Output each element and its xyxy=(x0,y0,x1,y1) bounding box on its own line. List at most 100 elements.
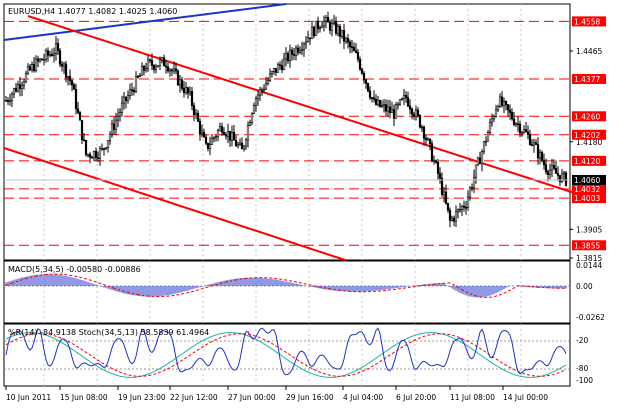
trend-lines[interactable] xyxy=(3,3,591,261)
candle-body xyxy=(94,151,98,158)
candle-body xyxy=(240,142,244,150)
candle-body xyxy=(416,109,420,116)
candle-body xyxy=(544,164,548,173)
level-label: 1.4032 xyxy=(574,185,600,194)
stoch-main-line xyxy=(5,332,567,378)
candle-body xyxy=(486,132,490,142)
candle-body xyxy=(30,64,34,71)
candle-body xyxy=(150,60,154,66)
candle-body xyxy=(412,113,416,117)
current-price-box xyxy=(572,174,606,185)
candle-body xyxy=(546,171,550,175)
candle-body xyxy=(192,105,196,116)
candle-body xyxy=(212,137,216,139)
candle-body xyxy=(466,196,470,208)
candle-body xyxy=(540,152,544,161)
candle-body xyxy=(214,136,218,138)
candle-body xyxy=(362,73,366,81)
candle-body xyxy=(482,141,486,152)
candle-body xyxy=(312,26,316,37)
oscillator-frame[interactable] xyxy=(3,323,571,387)
candle-body xyxy=(238,142,242,145)
candle-body xyxy=(328,21,332,31)
candle-body xyxy=(262,88,266,91)
candle-body xyxy=(298,49,302,53)
candle-body xyxy=(104,147,108,150)
candle-body xyxy=(512,118,516,125)
candle-body xyxy=(484,140,488,143)
price-tick-label: 1.4180 xyxy=(576,138,602,147)
blue-trendline[interactable] xyxy=(3,3,287,41)
candle-body xyxy=(236,144,240,147)
candle-body xyxy=(84,139,88,155)
candle-body xyxy=(232,131,236,141)
candle-body xyxy=(384,104,388,112)
candle-body xyxy=(562,172,566,175)
candle-body xyxy=(542,160,546,165)
osc-axis-label: -100 xyxy=(576,376,593,385)
channel-lower-line[interactable] xyxy=(3,147,346,261)
candle-body xyxy=(174,68,178,72)
candle-body xyxy=(220,126,224,133)
main-chart-header: EURUSD,H4 1.4077 1.4082 1.4025 1.4060 xyxy=(8,7,177,16)
candle-body xyxy=(410,108,414,115)
candle-body xyxy=(446,202,450,211)
candle-body xyxy=(264,83,268,90)
candle-body xyxy=(116,115,120,121)
candle-body xyxy=(18,84,22,89)
candle-body xyxy=(396,103,400,106)
candle-body xyxy=(256,94,260,99)
candle-body xyxy=(472,176,476,188)
candle-body xyxy=(166,66,170,72)
candle-body xyxy=(448,209,452,221)
candle-body xyxy=(120,102,124,113)
level-labels: 1.4558 1.4377 1.4260 1.4202 1.4120 1.40321.40… xyxy=(572,16,606,251)
candle-body xyxy=(426,138,430,141)
candle-body xyxy=(118,111,122,117)
candle-body xyxy=(62,63,66,67)
candle-body xyxy=(88,153,92,158)
candle-body xyxy=(90,156,94,159)
candle-body xyxy=(34,58,38,71)
candle-body xyxy=(372,97,376,100)
candle-body xyxy=(66,76,70,78)
candle-body xyxy=(432,160,436,162)
time-tick-label: 4 Jul 04:00 xyxy=(343,393,383,402)
candle-body xyxy=(518,123,522,134)
candle-body xyxy=(194,112,198,116)
candle-body xyxy=(440,177,444,195)
time-tick-label: 14 Jul 00:00 xyxy=(503,393,548,402)
candle-body xyxy=(302,43,306,50)
time-tick-label: 6 Jul 20:00 xyxy=(396,393,436,402)
horizontal-levels[interactable] xyxy=(4,20,570,246)
candle-body xyxy=(186,87,190,94)
candle-body xyxy=(290,49,294,55)
candle-body xyxy=(476,157,480,166)
candle-body xyxy=(564,172,568,186)
main-chart-frame[interactable] xyxy=(3,3,571,261)
time-tick-label: 11 Jul 08:00 xyxy=(450,393,495,402)
candle-body xyxy=(308,37,312,40)
candle-body xyxy=(418,115,422,128)
time-tick-label: 29 Jun 16:00 xyxy=(286,393,334,402)
candle-body xyxy=(420,126,424,129)
candle-body xyxy=(6,100,10,102)
candle-body xyxy=(550,165,554,171)
candle-body xyxy=(470,187,474,189)
candle-body xyxy=(242,145,246,150)
candle-body xyxy=(534,142,538,145)
candle-body xyxy=(58,50,62,65)
candle-body xyxy=(46,50,50,56)
candle-body xyxy=(510,112,514,120)
channel-upper-line[interactable] xyxy=(27,15,591,199)
candle-body xyxy=(224,134,228,137)
time-tick-label: 22 Jun 12:00 xyxy=(170,393,218,402)
candle-body xyxy=(506,104,510,111)
candle-body xyxy=(228,131,232,141)
candle-body xyxy=(454,211,458,222)
candle-body xyxy=(198,120,202,134)
candle-body xyxy=(208,144,212,149)
candle-body xyxy=(188,90,192,94)
